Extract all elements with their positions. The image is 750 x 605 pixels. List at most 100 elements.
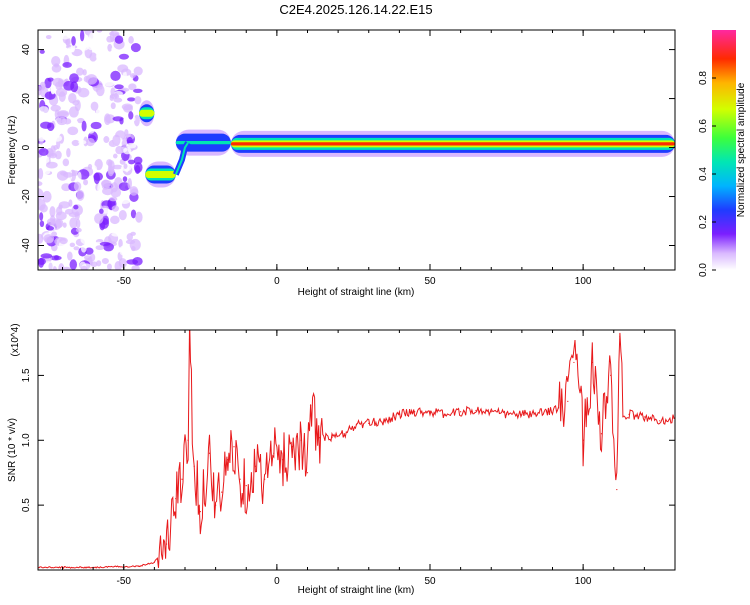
colorbar-gradient [712,30,736,270]
figure-title: C2E4.2025.126.14.22.E15 [279,2,432,17]
noise-blob [38,199,46,211]
noise-blob [67,47,75,53]
noise-blob [121,103,133,111]
noise-blob [64,227,71,238]
snr-point [187,439,189,441]
noise-blob [51,231,58,237]
noise-blob [49,188,57,194]
noise-blob [69,73,79,84]
noise-blob [110,70,121,81]
noise-blob [100,179,112,188]
noise-blob [55,150,62,160]
noise-blob [55,218,64,228]
noise-blob [96,30,103,33]
noise-blob [68,106,79,118]
noise-blob [117,64,129,73]
noise-blob [128,111,134,120]
noise-blob [88,32,96,41]
snr-point [193,465,195,467]
spectrogram-xtick-label: -50 [117,276,132,287]
noise-blob [38,168,44,180]
noise-blob [80,244,87,253]
snr-point [521,413,523,415]
noise-blob [85,74,98,85]
snr-point [233,446,235,448]
snr-point [429,411,431,413]
spectrogram-xtick-label: 100 [575,276,592,287]
noise-blob [112,116,124,122]
spectrogram-ytick-label: 0 [21,144,32,150]
spectral-band-1 [139,111,155,115]
spectrogram-ytick-label: 20 [21,93,32,105]
noise-blob [68,199,73,207]
noise-blob [110,102,116,110]
noise-blob [123,147,132,155]
noise-blob [112,153,118,159]
snr-ytick-label: 0.5 [21,498,32,512]
noise-blob [78,140,87,145]
noise-blob [119,197,131,204]
noise-blob [45,161,58,169]
noise-blob [71,36,76,46]
noise-blob [96,260,102,267]
snr-point [291,446,293,448]
noise-blob [38,85,42,96]
noise-blob [101,257,109,265]
noise-blob [112,134,121,147]
noise-blob [73,246,80,251]
noise-blob [128,36,134,44]
noise-blob [106,125,113,132]
noise-blob [53,63,60,68]
noise-blob [64,208,74,215]
noise-blob [103,136,110,144]
snr-point [239,478,241,480]
spectrogram-xtick-label: 50 [424,276,436,287]
noise-blob [95,53,103,61]
noise-blob [43,261,54,270]
snr-point [343,433,345,435]
noise-blob [80,265,88,270]
noise-blob [132,256,143,266]
snr-ytick-label: 1.5 [21,368,32,382]
noise-blob [77,171,82,183]
noise-blob [44,236,54,244]
noise-blob [44,156,50,163]
noise-blob [71,119,79,126]
spectral-transition-core [174,142,189,175]
noise-blob [133,66,143,76]
noise-blob [133,88,143,94]
noise-blob [109,95,114,102]
noise-blob [107,165,114,177]
noise-blob [56,117,68,126]
snr-point [282,459,284,461]
noise-blob [47,122,55,131]
noise-blob [53,255,59,260]
snr-point [368,422,370,425]
snr-ylabel: SNR (10 * v/v) [7,418,18,482]
noise-blob [122,176,128,182]
noise-blob [109,196,118,202]
noise-blob [41,214,50,219]
spectral-band-2 [145,172,176,177]
noise-blob [127,178,132,190]
noise-blob [60,149,66,159]
snr-point [309,404,312,406]
snr-point [331,437,333,439]
noise-blob [62,222,67,228]
spectral-band-3 [175,141,231,145]
noise-blob [111,109,118,118]
noise-blob [73,204,79,210]
noise-blob [50,85,56,95]
noise-blob [67,251,73,261]
noise-blob [50,104,61,112]
noise-blob [79,30,85,42]
noise-blob [38,132,46,142]
noise-blob [94,147,103,156]
noise-blob [62,158,70,167]
noise-blob [52,135,63,142]
snr-point [181,478,183,480]
spectrogram-ytick-label: -40 [21,238,32,253]
noise-blob [96,84,105,97]
colorbar: 0.0 0.2 0.4 0.6 0.8 Normalized spectral ampl… [698,30,747,277]
